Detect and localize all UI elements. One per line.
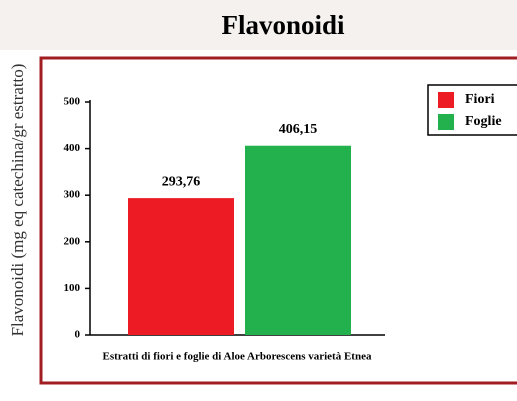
- x-axis-label: Estratti di fiori e foglie di Aloe Arbor…: [103, 351, 372, 363]
- header-background: [0, 0, 517, 50]
- legend-label: Fiori: [465, 92, 495, 107]
- legend-label: Foglie: [465, 114, 502, 129]
- y-tick-label: 500: [64, 96, 81, 108]
- value-label: 293,76: [162, 174, 201, 189]
- bar: [245, 145, 351, 335]
- y-tick-label: 200: [64, 235, 81, 247]
- y-tick-label: 100: [64, 282, 81, 294]
- y-tick-label: 400: [64, 142, 81, 154]
- legend-swatch: [438, 92, 454, 108]
- chart-title: Flavonoidi: [221, 10, 345, 40]
- y-axis-label: Flavonoidi (mg eq catechina/gr estratto): [8, 64, 27, 337]
- bar: [128, 198, 234, 335]
- legend-swatch: [438, 114, 454, 130]
- y-tick-label: 300: [64, 189, 81, 201]
- y-tick-label: 0: [75, 329, 81, 341]
- value-label: 406,15: [279, 122, 318, 137]
